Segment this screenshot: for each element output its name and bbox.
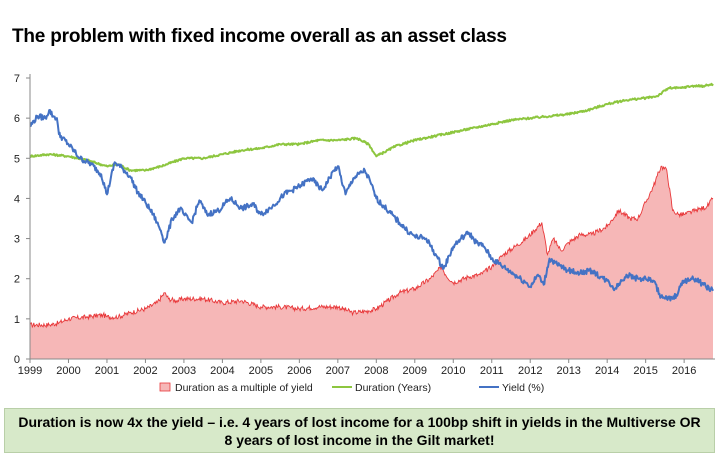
y-tick-label: 7 (14, 73, 20, 85)
x-tick-label: 2008 (364, 365, 388, 377)
x-tick-label: 2005 (249, 365, 273, 377)
chart-canvas: 0 1 2 3 4 5 6 7 1999 2000 2001 2002 2003 2004 2005 2006… (14, 73, 715, 394)
x-tick-label: 2016 (672, 365, 696, 377)
y-tick-label: 1 (14, 314, 20, 326)
x-tick-label: 2015 (633, 365, 657, 377)
y-tick-label: 5 (14, 153, 20, 165)
y-tick-label: 3 (14, 234, 20, 246)
y-tick-label: 4 (14, 193, 20, 205)
x-tick-label: 2000 (56, 365, 80, 377)
legend-duration-multiple-swatch (159, 382, 171, 392)
x-tick-label: 2007 (326, 365, 350, 377)
chart-title: The problem with fixed income overall as… (12, 26, 507, 47)
x-tick-label: 2012 (518, 365, 542, 377)
series-line-duration-multiple (29, 165, 714, 329)
y-tick-label: 2 (14, 274, 20, 286)
x-tick-label: 2009 (403, 365, 427, 377)
x-tick-label: 2006 (287, 365, 311, 377)
summary-banner: Duration is now 4x the yield – i.e. 4 ye… (4, 408, 715, 453)
x-tick-label: 2014 (595, 365, 619, 377)
legend-duration-years-label: Duration (Years) (355, 382, 431, 394)
y-tick-label: 6 (14, 113, 20, 125)
x-tick-label: 2013 (556, 365, 580, 377)
x-tick-label: 1999 (18, 365, 42, 377)
legend-yield-label: Yield (%) (502, 382, 544, 394)
series-area-duration-multiple (30, 166, 713, 359)
x-tick-label: 2010 (441, 365, 465, 377)
series-line-yield (29, 109, 714, 302)
y-tick-label: 0 (14, 354, 20, 366)
x-tick-label: 2002 (133, 365, 157, 377)
legend-duration-multiple-label: Duration as a multiple of yield (175, 382, 313, 394)
x-tick-label: 2011 (480, 365, 504, 377)
x-tick-label: 2001 (95, 365, 119, 377)
series-line-duration-years (29, 82, 714, 173)
x-tick-label: 2003 (172, 365, 196, 377)
x-tick-label: 2004 (210, 365, 234, 377)
